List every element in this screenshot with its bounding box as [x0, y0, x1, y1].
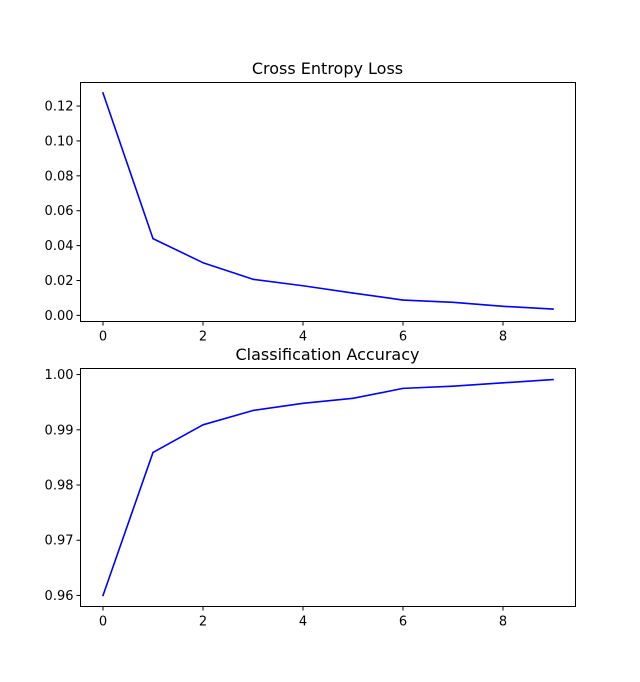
accuracy-x-tick-label: 2 — [199, 615, 207, 630]
loss-axes-frame — [80, 82, 576, 322]
loss-data-point — [502, 305, 504, 308]
accuracy-y-tick-label: 0.96 — [45, 589, 74, 604]
loss-data-point — [202, 261, 204, 264]
accuracy-data-point — [352, 397, 354, 400]
accuracy-x-tick-label: 4 — [299, 615, 307, 630]
loss-x-tick-label: 2 — [199, 330, 207, 345]
accuracy-data-point — [102, 594, 104, 597]
loss-x-tick-label: 8 — [499, 330, 507, 345]
loss-data-point — [102, 92, 104, 94]
accuracy-data-point — [152, 451, 154, 454]
accuracy-y-axis: 0.96 0.97 0.98 0.99 1.00 — [45, 368, 81, 604]
accuracy-chart-title: Classification Accuracy — [236, 345, 420, 364]
loss-y-tick-label: 0.04 — [45, 239, 74, 254]
loss-data-point — [252, 278, 254, 281]
loss-y-axis: 0.00 0.02 0.04 0.06 0.08 0.10 0.12 — [45, 100, 81, 324]
loss-x-tick-label: 6 — [399, 330, 407, 345]
accuracy-data-point — [302, 402, 304, 405]
loss-data-point — [302, 284, 304, 287]
accuracy-y-tick-label: 0.99 — [45, 423, 74, 438]
loss-data-point — [402, 299, 404, 301]
loss-data-point — [152, 237, 154, 240]
loss-data-point — [552, 308, 554, 310]
accuracy-data-point — [202, 424, 204, 426]
loss-y-tick-label: 0.10 — [45, 134, 74, 149]
accuracy-x-tick-label: 8 — [499, 615, 507, 630]
accuracy-data-point — [402, 387, 404, 390]
loss-x-tick-label: 0 — [99, 330, 107, 345]
accuracy-data-point — [552, 378, 554, 381]
accuracy-data-point — [502, 382, 504, 384]
loss-data-point — [352, 292, 354, 294]
accuracy-plot-area — [102, 378, 554, 597]
loss-series-line — [102, 92, 554, 310]
accuracy-x-tick-label: 6 — [399, 615, 407, 630]
accuracy-series-line — [102, 378, 554, 597]
accuracy-x-axis: 0 2 4 6 8 — [99, 606, 507, 630]
accuracy-y-tick-label: 0.98 — [45, 479, 74, 494]
accuracy-y-tick-label: 1.00 — [45, 368, 74, 383]
loss-x-tick-label: 4 — [299, 330, 307, 345]
accuracy-data-point — [252, 409, 254, 412]
loss-chart-title: Cross Entropy Loss — [252, 59, 403, 78]
loss-y-tick-label: 0.08 — [45, 169, 74, 184]
accuracy-axes-frame — [80, 368, 576, 607]
loss-data-point — [452, 301, 454, 304]
accuracy-x-tick-label: 0 — [99, 615, 107, 630]
loss-y-tick-label: 0.02 — [45, 274, 74, 289]
accuracy-y-tick-label: 0.97 — [45, 534, 74, 549]
loss-plot-area — [102, 92, 554, 310]
loss-y-tick-label: 0.06 — [45, 204, 74, 219]
loss-y-tick-label: 0.12 — [45, 100, 74, 115]
loss-y-tick-label: 0.00 — [45, 309, 74, 324]
loss-x-axis: 0 2 4 6 8 — [99, 321, 507, 345]
accuracy-data-point — [452, 385, 454, 387]
